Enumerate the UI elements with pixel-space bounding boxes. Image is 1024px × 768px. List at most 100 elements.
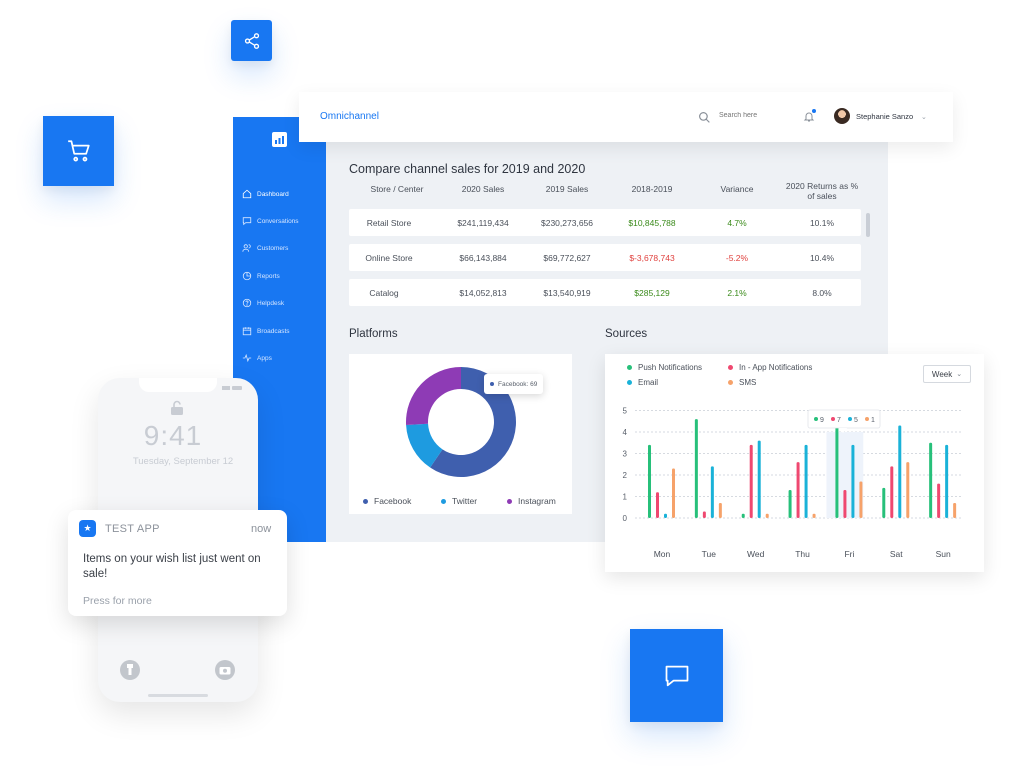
table-row[interactable]: Online Store $66,143,884 $69,772,627 $-3…: [349, 244, 861, 271]
sources-title: Sources: [605, 328, 648, 340]
message-icon: [665, 665, 688, 686]
sidebar-item-apps[interactable]: Apps: [242, 353, 272, 363]
donut-slice-facebook[interactable]: [430, 367, 516, 477]
notification-action[interactable]: Press for more: [83, 595, 152, 607]
sidebar-item-label: Conversations: [257, 217, 299, 225]
y-tick-label: 3: [623, 450, 628, 459]
push-notification[interactable]: [68, 510, 287, 616]
donut-slice-instagram[interactable]: [406, 367, 461, 425]
bar-fri[interactable]: [835, 416, 839, 518]
bar-wed[interactable]: [741, 513, 745, 518]
tooltip-value: 7: [837, 417, 841, 424]
sidebar-item-conversations[interactable]: Conversations: [242, 216, 299, 226]
bar-tue[interactable]: [702, 511, 706, 518]
sidebar-item-label: Reports: [257, 272, 280, 280]
legend-label: Twitter: [452, 496, 478, 506]
sidebar-item-dashboard[interactable]: Dashboard: [242, 189, 289, 199]
bar-sun[interactable]: [937, 483, 941, 518]
x-tick-label: Wed: [747, 549, 765, 559]
bar-thu[interactable]: [804, 444, 808, 518]
bar-tue[interactable]: [694, 419, 698, 518]
chevron-down-icon[interactable]: ⌄: [921, 114, 927, 121]
bar-mon[interactable]: [656, 492, 659, 518]
search-input[interactable]: [719, 112, 789, 119]
sidebar-item-reports[interactable]: Reports: [242, 271, 280, 281]
tooltip-value: 9: [820, 417, 824, 424]
legend-sms[interactable]: SMS: [728, 378, 756, 387]
legend-instagram[interactable]: Instagram: [507, 496, 556, 506]
x-tick-label: Sat: [890, 549, 903, 559]
sidebar-item-label: Dashboard: [257, 190, 289, 198]
bar-mon[interactable]: [648, 444, 651, 518]
brand-title[interactable]: Omnichannel: [320, 111, 379, 122]
top-bar: Omnichannel Stephanie Sanzo ⌄: [299, 92, 953, 142]
bar-wed[interactable]: [765, 513, 769, 518]
legend-in-app[interactable]: In - App Notifications: [728, 363, 812, 372]
bar-tue[interactable]: [718, 502, 722, 518]
column-header: 2018-2019: [631, 184, 673, 194]
bar-sat[interactable]: [906, 462, 910, 518]
x-tick-label: Sun: [936, 549, 951, 559]
column-header: 2020 Sales: [461, 184, 505, 194]
platforms-donut: [406, 367, 516, 477]
y-tick-label: 0: [623, 514, 628, 523]
bar-fri[interactable]: [859, 481, 863, 518]
sidebar-item-customers[interactable]: Customers: [242, 243, 288, 253]
y-tick-label: 4: [623, 428, 628, 437]
logo-icon[interactable]: [272, 132, 287, 147]
sidebar-item-broadcasts[interactable]: Broadcasts: [242, 326, 290, 336]
table-scrollbar[interactable]: [866, 213, 870, 237]
legend-email[interactable]: Email: [627, 378, 658, 387]
bar-wed[interactable]: [749, 444, 753, 518]
user-name[interactable]: Stephanie Sanzo: [856, 112, 914, 121]
unlock-icon: [171, 400, 183, 415]
bar-tue[interactable]: [710, 466, 714, 518]
lock-screen-time: 9:41: [143, 420, 203, 451]
bar-sat[interactable]: [882, 487, 886, 518]
legend-facebook[interactable]: Facebook: [363, 496, 411, 506]
calendar-icon: [242, 327, 252, 336]
donut-slice-twitter[interactable]: [406, 423, 443, 468]
table-cell: $241,119,434: [457, 218, 509, 228]
cart-tile[interactable]: [43, 116, 114, 186]
table-row[interactable]: Retail Store $241,119,434 $230,273,656 $…: [349, 209, 861, 236]
legend-dot-icon: [507, 498, 512, 504]
bar-mon[interactable]: [664, 513, 667, 518]
search-icon[interactable]: [698, 111, 711, 124]
bell-icon[interactable]: [803, 110, 815, 123]
table-cell: Online Store: [365, 253, 413, 263]
compare-title: Compare channel sales for 2019 and 2020: [349, 162, 586, 176]
table-cell: $66,143,884: [459, 253, 507, 263]
users-icon: [242, 244, 251, 252]
home-indicator: [148, 694, 208, 697]
bar-sun[interactable]: [929, 442, 933, 518]
period-select[interactable]: Week ⌄: [923, 365, 971, 383]
bar-thu[interactable]: [788, 490, 792, 518]
activity-icon: [242, 353, 252, 363]
avatar[interactable]: [834, 108, 850, 124]
bar-sun[interactable]: [953, 502, 957, 518]
sidebar-item-label: Broadcasts: [257, 327, 290, 335]
share-tile[interactable]: [231, 20, 272, 61]
camera-button[interactable]: [215, 660, 235, 680]
flashlight-button[interactable]: [120, 660, 140, 680]
sidebar-item-helpdesk[interactable]: Helpdesk: [242, 298, 284, 308]
table-row[interactable]: Catalog $14,052,813 $13,540,919 $285,129…: [349, 279, 861, 306]
bar-thu[interactable]: [796, 462, 800, 518]
column-header: 2019 Sales: [545, 184, 589, 194]
chat-tile[interactable]: [630, 629, 723, 722]
tooltip-value: 1: [871, 417, 875, 424]
legend-twitter[interactable]: Twitter: [441, 496, 477, 506]
bar-sat[interactable]: [898, 425, 902, 518]
legend-push[interactable]: Push Notifications: [627, 363, 702, 372]
bar-mon[interactable]: [672, 468, 675, 518]
bar-fri[interactable]: [843, 490, 847, 518]
column-header: Variance: [720, 184, 754, 194]
legend-label: Instagram: [518, 496, 556, 506]
bar-sat[interactable]: [890, 466, 894, 518]
bar-fri[interactable]: [851, 444, 855, 518]
bar-thu[interactable]: [812, 513, 816, 518]
bar-sun[interactable]: [945, 444, 949, 518]
bar-wed[interactable]: [757, 440, 761, 518]
